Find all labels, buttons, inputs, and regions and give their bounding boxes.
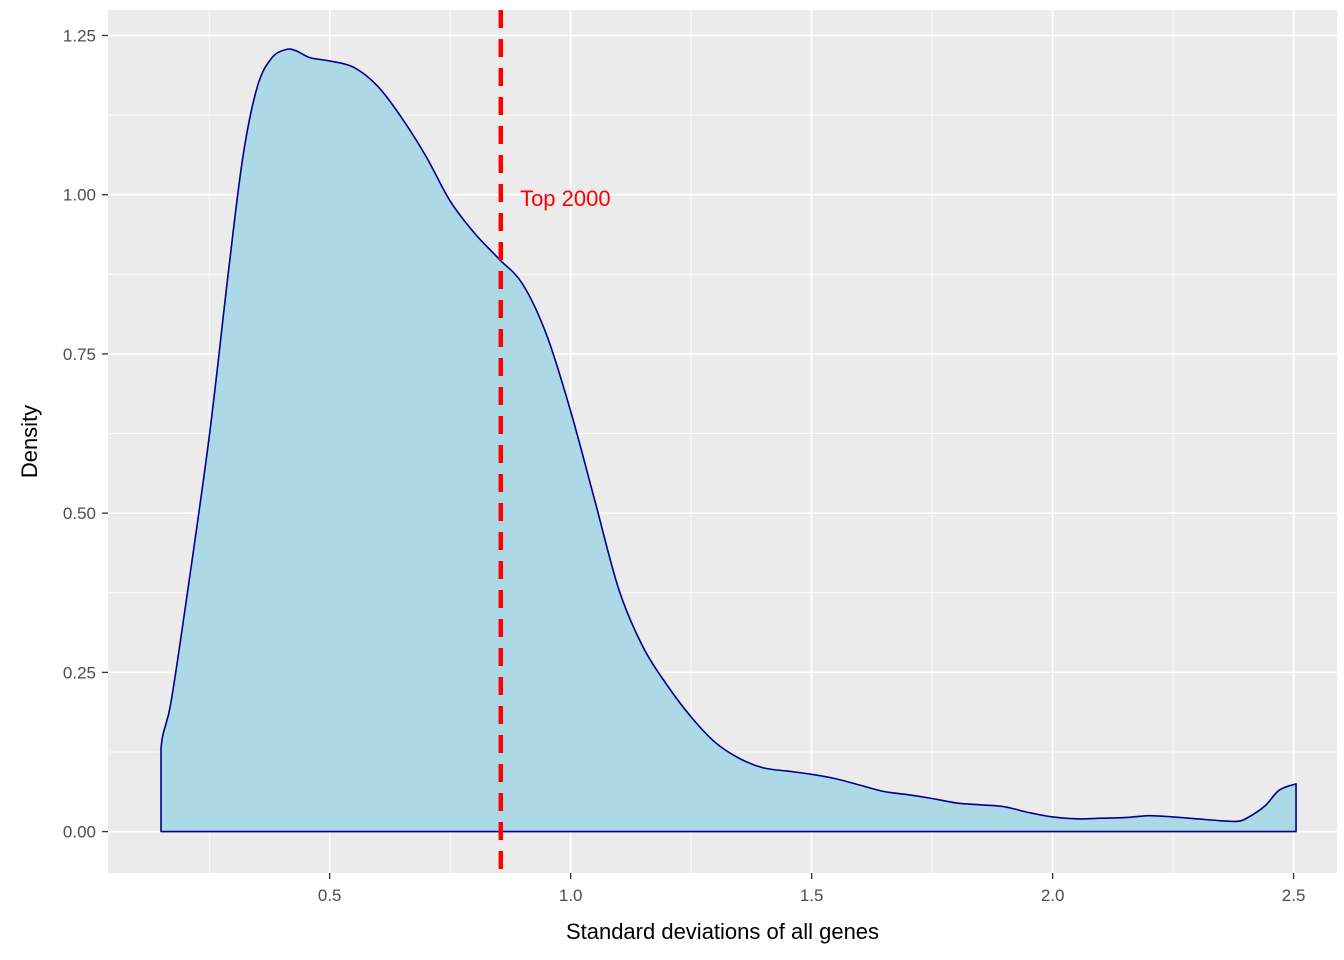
x-tick-label: 0.5 (318, 886, 342, 905)
x-tick-label: 2.5 (1282, 886, 1306, 905)
y-tick-label: 0.50 (63, 504, 96, 523)
x-tick-label: 1.5 (800, 886, 824, 905)
y-tick-label: 0.25 (63, 663, 96, 682)
x-tick-label: 1.0 (559, 886, 583, 905)
y-axis: 0.00 0.25 0.50 0.75 1.00 1.25 (63, 26, 108, 842)
density-area (160, 48, 1297, 833)
x-axis-title: Standard deviations of all genes (566, 919, 879, 944)
x-tick-label: 2.0 (1041, 886, 1065, 905)
density-layer (160, 48, 1297, 833)
x-axis: 0.5 1.0 1.5 2.0 2.5 (318, 873, 1306, 905)
y-tick-label: 1.00 (63, 186, 96, 205)
y-axis-title: Density (17, 405, 42, 478)
y-tick-label: 0.00 (63, 823, 96, 842)
y-tick-label: 0.75 (63, 345, 96, 364)
annotation-layer: Top 2000 (520, 186, 611, 211)
y-tick-label: 1.25 (63, 26, 96, 45)
threshold-annotation: Top 2000 (520, 186, 611, 211)
